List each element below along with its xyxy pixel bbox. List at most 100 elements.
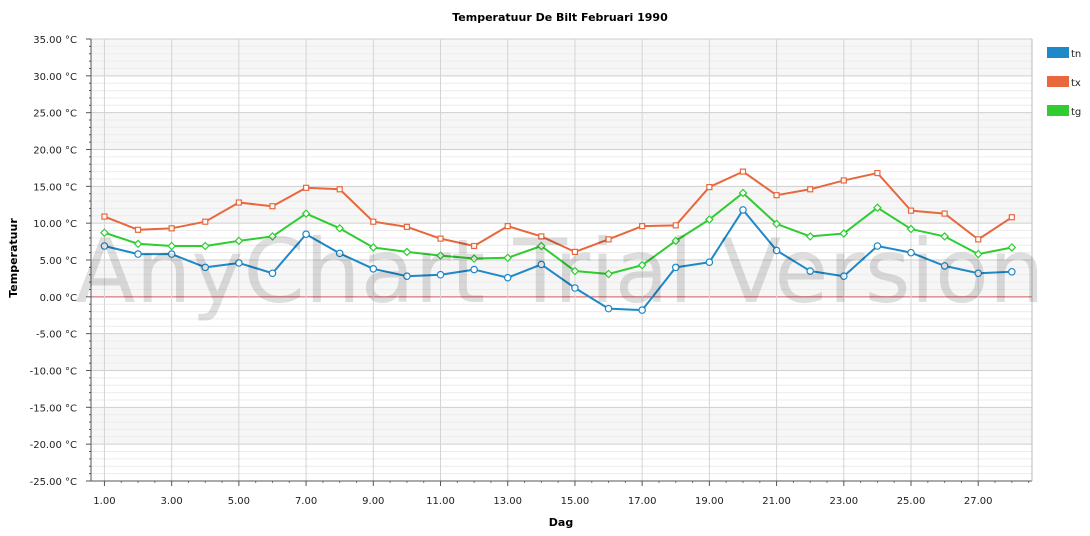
- data-point-tn: [772, 246, 781, 255]
- x-tick-label: 21.00: [762, 496, 791, 507]
- data-point-tn: [503, 273, 512, 282]
- data-point-tx: [773, 192, 780, 199]
- x-tick-label: 11.00: [426, 496, 455, 507]
- data-point-tg: [402, 247, 412, 257]
- data-point-tg: [873, 203, 882, 213]
- data-point-tn: [403, 272, 411, 281]
- data-point-tx: [840, 177, 847, 184]
- y-tick-label: 15.00 °C: [33, 182, 77, 193]
- y-tick-label: 25.00 °C: [33, 109, 77, 120]
- series-line-tx: [104, 170, 1013, 253]
- data-point-tn: [268, 269, 277, 278]
- data-point-tg: [705, 215, 714, 224]
- data-point-tg: [839, 229, 849, 238]
- data-point-tn: [302, 230, 310, 239]
- x-tick-labels: 1.00 3.00 5.00 7.00 9.00 11.00 13.00 15.00 17.00…: [93, 496, 992, 507]
- data-point-tg: [973, 249, 983, 259]
- axis-ticks: [86, 38, 1033, 486]
- x-tick-label: 25.00: [897, 496, 926, 507]
- data-point-tg: [637, 260, 647, 270]
- data-point-tx: [336, 186, 343, 193]
- data-point-tg: [100, 228, 109, 238]
- data-point-tx: [571, 248, 579, 255]
- data-point-tn: [470, 265, 478, 274]
- data-point-tn: [739, 206, 747, 214]
- y-tick-label: 20.00 °C: [33, 146, 77, 157]
- data-point-tx: [269, 203, 276, 210]
- data-point-tg: [268, 232, 277, 241]
- data-point-tg: [436, 251, 445, 260]
- x-tick-label: 13.00: [493, 496, 522, 507]
- data-point-tn: [974, 269, 983, 278]
- y-axis-title: Temperatuur: [7, 218, 20, 298]
- data-point-tg: [234, 236, 244, 246]
- chart-title: Temperatuur De Bilt Februari 1990: [452, 11, 668, 24]
- data-point-tg: [604, 269, 613, 279]
- series-group: [100, 168, 1017, 314]
- data-point-tg: [200, 241, 210, 251]
- grid-band: [91, 333, 1032, 371]
- data-point-tx: [202, 218, 209, 225]
- data-point-tx: [807, 186, 814, 193]
- data-point-tn: [436, 270, 445, 279]
- data-point-tn: [100, 242, 109, 250]
- data-point-tg: [469, 254, 479, 263]
- series-line-tg: [104, 191, 1013, 275]
- data-point-tn: [235, 259, 243, 267]
- x-tick-label: 27.00: [964, 496, 993, 507]
- x-tick-label: 19.00: [695, 496, 724, 507]
- data-point-tn: [873, 242, 882, 250]
- data-point-tx: [975, 236, 982, 243]
- data-point-tn: [369, 265, 378, 273]
- data-point-tn: [134, 250, 142, 258]
- grid-band: [91, 407, 1032, 445]
- legend-label-tx: tx: [1071, 78, 1081, 89]
- x-tick-label: 3.00: [161, 496, 183, 507]
- data-point-tn: [201, 263, 210, 272]
- data-point-tx: [639, 223, 646, 230]
- legend-swatch-tx: [1047, 76, 1069, 87]
- data-point-tg: [301, 209, 311, 218]
- data-point-tx: [941, 210, 948, 217]
- x-tick-label: 17.00: [628, 496, 657, 507]
- data-point-tg: [805, 232, 815, 241]
- data-point-tn: [940, 262, 949, 270]
- data-point-tx: [370, 218, 377, 225]
- data-point-tg: [368, 243, 378, 252]
- y-tick-label: 10.00 °C: [33, 219, 77, 230]
- grid-band: [91, 39, 1032, 76]
- data-point-tx: [302, 184, 310, 191]
- data-point-tn: [638, 306, 646, 314]
- grid-band: [91, 186, 1032, 224]
- legend-label-tn: tn: [1071, 49, 1081, 60]
- legend-swatch-tg: [1047, 105, 1069, 116]
- data-point-tx: [706, 183, 713, 191]
- data-point-tx: [471, 242, 478, 250]
- y-tick-labels: 35.00 °C 30.00 °C 25.00 °C 20.00 °C 15.00 °C…: [30, 35, 77, 488]
- data-point-tx: [437, 235, 444, 242]
- data-point-tx: [504, 223, 511, 230]
- y-tick-label: 0.00 °C: [40, 293, 77, 304]
- data-point-tg: [738, 188, 748, 198]
- data-point-tx: [672, 222, 679, 229]
- data-point-tx: [907, 207, 915, 214]
- x-tick-label: 15.00: [561, 496, 590, 507]
- data-point-tg: [570, 266, 580, 276]
- data-point-tg: [503, 253, 513, 263]
- data-point-tg: [940, 232, 949, 241]
- data-point-tg: [906, 224, 916, 234]
- y-tick-label: 35.00 °C: [33, 35, 77, 46]
- data-point-tx: [874, 169, 881, 177]
- series-tn: [100, 206, 1016, 314]
- data-point-tn: [705, 258, 714, 267]
- series-tg: [100, 188, 1017, 279]
- data-point-tx: [739, 168, 747, 175]
- legend: tn tx tg: [1047, 47, 1081, 118]
- data-point-tx: [403, 223, 411, 230]
- data-point-tn: [167, 250, 176, 258]
- data-point-tx: [605, 236, 612, 243]
- data-point-tn: [335, 249, 344, 258]
- x-tick-label: 23.00: [829, 496, 858, 507]
- data-point-tx: [1008, 214, 1015, 221]
